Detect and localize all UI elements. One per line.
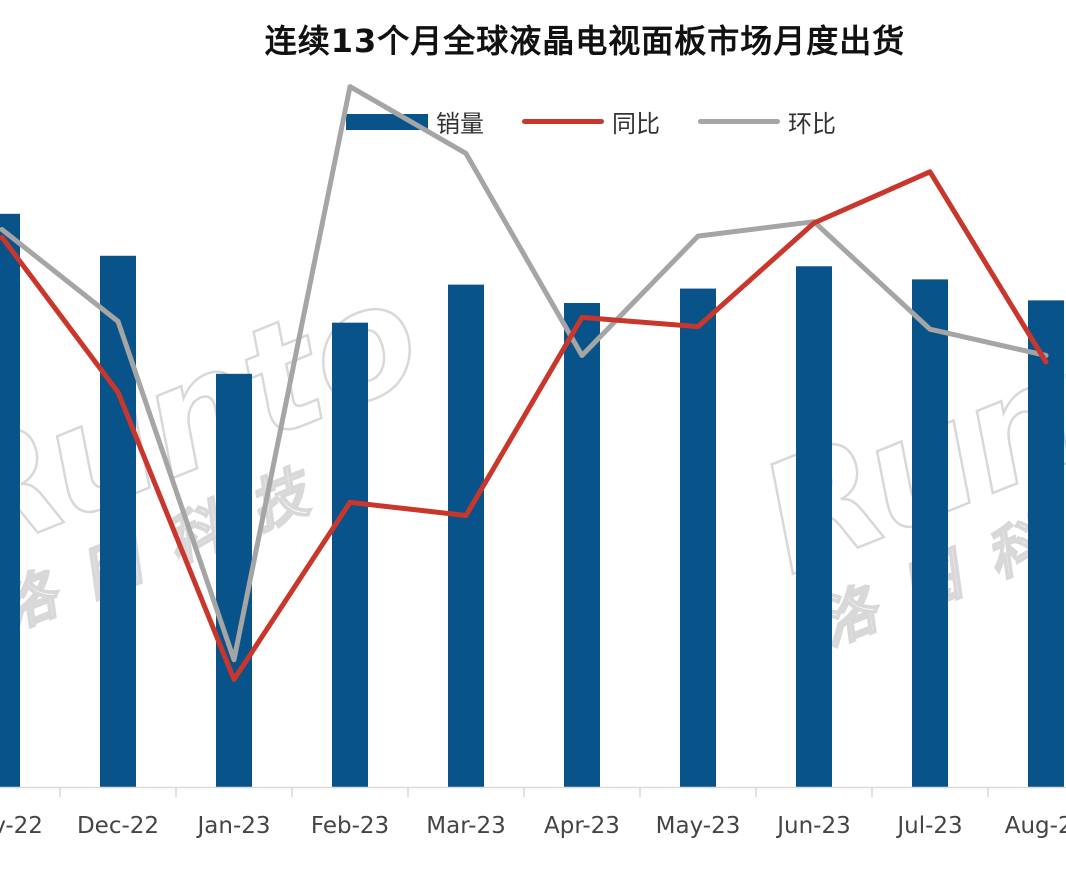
bar-aug-23 bbox=[1028, 300, 1064, 787]
legend-label-mom: 环比 bbox=[788, 110, 836, 138]
x-tick-label: Mar-23 bbox=[426, 813, 506, 839]
bar-dec-22 bbox=[100, 255, 136, 787]
bar-apr-23 bbox=[564, 302, 600, 787]
bar-nov-22 bbox=[0, 213, 20, 788]
x-tick-label: May-23 bbox=[656, 813, 741, 839]
legend-swatch-mom bbox=[698, 119, 780, 124]
bar-mar-23 bbox=[448, 284, 484, 787]
legend-swatch-yoy bbox=[522, 119, 604, 124]
bar-feb-23 bbox=[332, 322, 368, 787]
chart-title: 连续13个月全球液晶电视面板市场月度出货 bbox=[264, 22, 906, 60]
line-mom bbox=[0, 84, 1049, 663]
x-tick-label: Feb-23 bbox=[311, 813, 389, 839]
x-tick-label: Jun-23 bbox=[775, 813, 851, 839]
legend-label-yoy: 同比 bbox=[612, 110, 660, 138]
x-tick-label: Apr-23 bbox=[544, 813, 620, 839]
legend-label-sales: 销量 bbox=[436, 110, 484, 138]
bar-jul-23 bbox=[912, 279, 948, 787]
chart-legend: 销量 同比 环比 bbox=[346, 104, 874, 139]
legend-item-mom: 环比 bbox=[698, 104, 836, 139]
x-tick-label: Jul-23 bbox=[895, 813, 962, 839]
x-tick-label: Aug-23 bbox=[1005, 813, 1066, 839]
line-yoy bbox=[0, 169, 1049, 682]
x-tick-label: Jan-23 bbox=[195, 813, 270, 839]
legend-item-yoy: 同比 bbox=[522, 104, 660, 139]
x-tick-label: Dec-22 bbox=[77, 813, 159, 839]
x-tick-label: Nov-22 bbox=[0, 813, 43, 839]
bar-jan-23 bbox=[216, 373, 252, 787]
watermark-right: Runto 洛 图 科 技 bbox=[737, 260, 1066, 659]
bar-may-23 bbox=[680, 288, 716, 787]
bar-jun-23 bbox=[796, 266, 832, 788]
